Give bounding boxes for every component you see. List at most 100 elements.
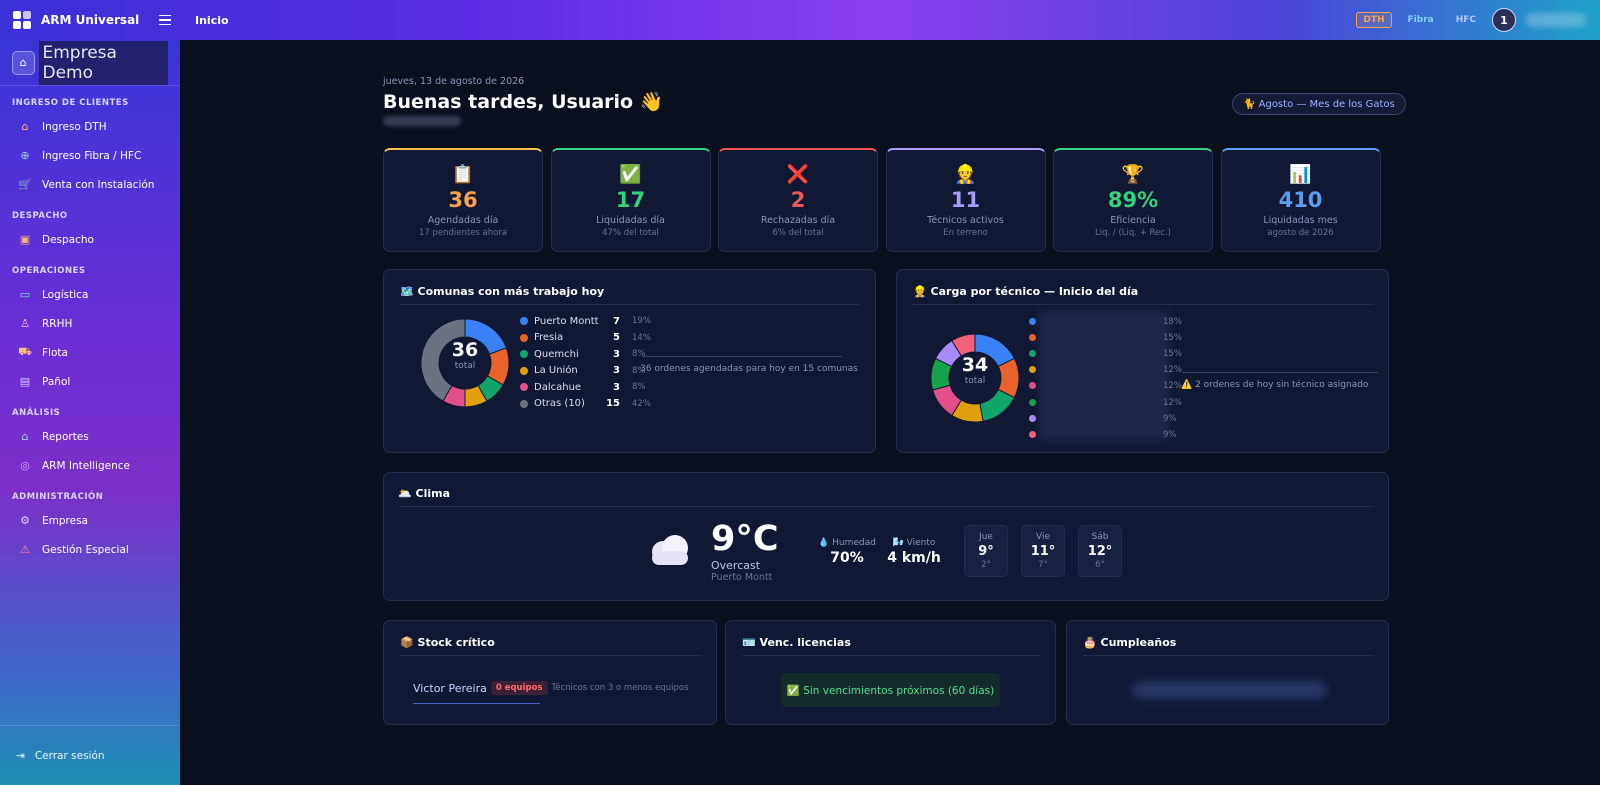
stat-sub: En terreno: [943, 228, 988, 238]
hamburger-menu-icon[interactable]: [159, 14, 172, 26]
greeting: Buenas tardes, Usuario 👋: [383, 90, 663, 113]
stat-card[interactable]: 📋 36 Agendadas día 17 pendientes ahora: [383, 148, 543, 252]
stat-sub: agosto de 2026: [1267, 228, 1334, 238]
stat-icon: 📊: [1289, 164, 1312, 185]
weather-location: Puerto Montt: [711, 572, 773, 583]
sidebar-item-rrhh[interactable]: ♙ RRHH: [0, 309, 180, 338]
comuna-legend-item[interactable]: Fresia 5 14%: [520, 330, 654, 346]
technician-legend-dot: [1029, 430, 1036, 438]
donut-slice[interactable]: [951, 333, 976, 357]
comuna-legend-item[interactable]: Otras (10) 15 42%: [520, 396, 654, 412]
donut-slice[interactable]: [420, 318, 466, 402]
stat-icon: 🏆: [1121, 164, 1145, 185]
stat-card[interactable]: ❌ 2 Rechazadas día 6% del total: [718, 148, 878, 252]
legend-dot: [520, 399, 528, 408]
company-selector[interactable]: ⌂ Empresa Demo: [0, 40, 180, 86]
comuna-name: Puerto Montt: [534, 315, 599, 327]
stat-sub: 17 pendientes ahora: [418, 228, 508, 238]
stat-card[interactable]: 👷 11 Técnicos activos En terreno: [885, 148, 1046, 252]
forecast-day: Jue 9° 2°: [964, 525, 1008, 577]
sidebar-item-gestion-especial[interactable]: ⚠ Gestión Especial: [0, 535, 180, 564]
sidebar-item-ingreso-fibra-hfc[interactable]: ⊕ Ingreso Fibra / HFC: [0, 141, 180, 170]
stat-card[interactable]: 📊 410 Liquidadas mes agosto de 2026: [1220, 148, 1381, 252]
wave-icon: 👋: [639, 91, 664, 113]
stat-card[interactable]: ✅ 17 Liquidadas día 47% del total: [550, 148, 711, 252]
technician-names-blurred: [1039, 310, 1169, 440]
grid-logo-icon: [13, 11, 31, 29]
gear-icon: ⚙: [20, 514, 30, 527]
sidebar-item-reportes[interactable]: ⌂ Reportes: [0, 422, 180, 451]
clima-title: 🌥️ Clima: [398, 487, 451, 500]
clima-card: 🌥️ Clima 9°C Overcast Puerto Montt 💧 Hum…: [383, 472, 1389, 601]
current-date: jueves, 13 de agosto de 2026: [383, 76, 525, 87]
comunas-donut-chart: [420, 318, 510, 408]
comuna-name: Quemchi: [534, 348, 579, 360]
logout-button[interactable]: ⇥ Cerrar sesión: [0, 725, 180, 785]
technician-pct: 12%: [1163, 381, 1182, 392]
sidebar-item-ingreso-dth[interactable]: ⌂ Ingreso DTH: [0, 112, 180, 141]
sidebar-item-label: Ingreso Fibra / HFC: [42, 149, 142, 162]
carga-card: 👷 Carga por técnico — Inicio del día 34 …: [896, 269, 1389, 453]
forecast-day-name: Sáb: [1091, 532, 1109, 542]
comuna-legend-item[interactable]: La Unión 3 8%: [520, 363, 654, 379]
stat-icon: 📋: [451, 164, 475, 185]
forecast-day-name: Vie: [1036, 532, 1050, 542]
stat-label: Rechazadas día: [760, 215, 836, 226]
stat-label: Liquidadas día: [596, 215, 665, 226]
stat-value: 36: [448, 188, 478, 212]
chip-fibra[interactable]: Fibra: [1407, 15, 1434, 25]
cumpleanos-card: 🎂 Cumpleaños: [1066, 620, 1389, 725]
sidebar-item-flota[interactable]: ⛟ Flota: [0, 338, 180, 367]
sidebar-item-label: Logística: [42, 288, 89, 301]
legend-dot: [520, 366, 528, 375]
brand-name: ARM Universal: [41, 13, 140, 27]
sidebar-item-panol[interactable]: ▤ Pañol: [0, 367, 180, 396]
brand[interactable]: ARM Universal: [0, 11, 180, 29]
sidebar-item-despacho[interactable]: ▣ Despacho: [0, 225, 180, 254]
stat-card[interactable]: 🏆 89% Eficiencia Liq. / (Liq. + Rec.): [1053, 148, 1213, 252]
sidebar-item-empresa[interactable]: ⚙ Empresa: [0, 506, 180, 535]
calendar-icon: ▣: [19, 233, 31, 246]
person-icon: ♙: [20, 317, 30, 330]
technician-pct: 12%: [1163, 397, 1182, 408]
carga-note-text: 2 ordenes de hoy sin técnico asignado: [1195, 380, 1369, 390]
forecast-low: 7°: [1038, 560, 1048, 570]
chip-hfc[interactable]: HFC: [1455, 15, 1476, 25]
comunas-note: 36 ordenes agendadas para hoy en 15 comu…: [640, 364, 858, 374]
comunas-total: 36: [451, 339, 479, 361]
carga-total: 34: [961, 354, 989, 376]
comunas-card: 🗺️ Comunas con más trabajo hoy 36 total …: [383, 269, 876, 453]
sidebar-section-label: ADMINISTRACIÓN: [12, 492, 104, 502]
carga-total-label: total: [964, 376, 986, 386]
licencias-card: 🪪 Venc. licencias ✅ Sin vencimientos pró…: [725, 620, 1056, 725]
month-theme-badge[interactable]: 🐈 Agosto — Mes de los Gatos: [1232, 93, 1406, 115]
stock-technician-name[interactable]: Victor Pereira: [413, 681, 487, 695]
comuna-pct: 42%: [632, 398, 651, 409]
comuna-count: 15: [606, 398, 620, 409]
technician-legend-dot: [1029, 414, 1036, 422]
technician-pct: 12%: [1163, 365, 1182, 376]
forecast-day: Vie 11° 7°: [1021, 525, 1065, 577]
sidebar-item-logistica[interactable]: ▭ Logística: [0, 280, 180, 309]
comuna-name: Otras (10): [534, 398, 585, 409]
forecast-high: 12°: [1087, 544, 1113, 559]
carga-title: 👷 Carga por técnico — Inicio del día: [913, 285, 1139, 298]
stat-label: Eficiencia: [1110, 215, 1156, 226]
sidebar-item-arm-intelligence[interactable]: ◎ ARM Intelligence: [0, 451, 180, 480]
chip-dth[interactable]: DTH: [1356, 12, 1392, 28]
sidebar-nav: INGRESO DE CLIENTES ⌂ Ingreso DTH ⊕ Ingreso …: [0, 86, 180, 564]
alert-icon: ⚠: [20, 543, 30, 556]
company-name: Empresa Demo: [38, 40, 168, 85]
comuna-legend-item[interactable]: Puerto Montt 7 19%: [520, 313, 654, 329]
logout-icon: ⇥: [16, 749, 25, 762]
forecast-day-name: Jue: [979, 532, 993, 542]
comuna-legend-item[interactable]: Quemchi 3 8%: [520, 346, 654, 362]
user-avatar[interactable]: 1: [1492, 8, 1516, 32]
sidebar-item-venta-con-instalacion[interactable]: 🛒 Venta con Instalación: [0, 170, 180, 199]
comuna-name: Fresia: [534, 332, 564, 343]
house-icon: ⌂: [21, 120, 29, 133]
clipboard-icon: ▤: [19, 375, 31, 388]
sidebar-item-label: ARM Intelligence: [42, 459, 130, 472]
humidity-label: 💧 Humedad: [818, 538, 876, 548]
comuna-legend-item[interactable]: Dalcahue 3 8%: [520, 379, 654, 395]
